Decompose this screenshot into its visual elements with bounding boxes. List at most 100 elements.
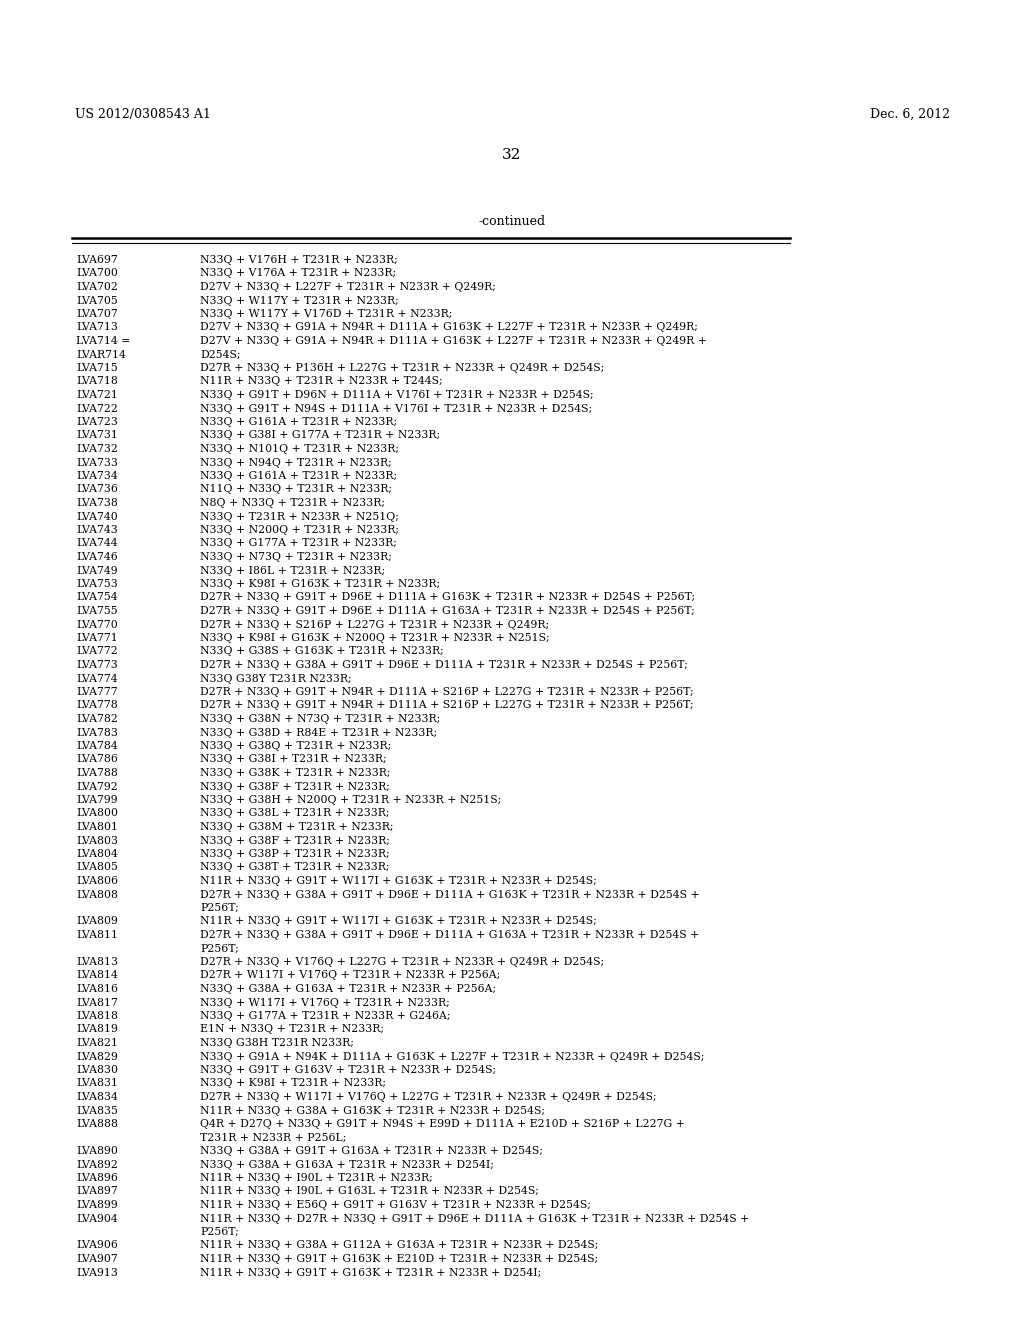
Text: N33Q + G38A + G163A + T231R + N233R + D254I;: N33Q + G38A + G163A + T231R + N233R + D2… bbox=[200, 1159, 494, 1170]
Text: D27R + N33Q + G91T + N94R + D111A + S216P + L227G + T231R + N233R + P256T;: D27R + N33Q + G91T + N94R + D111A + S216… bbox=[200, 701, 693, 710]
Text: N33Q + V176H + T231R + N233R;: N33Q + V176H + T231R + N233R; bbox=[200, 255, 397, 265]
Text: T231R + N233R + P256L;: T231R + N233R + P256L; bbox=[200, 1133, 346, 1143]
Text: LVA771: LVA771 bbox=[76, 634, 118, 643]
Text: LVAR714: LVAR714 bbox=[76, 350, 126, 359]
Text: N33Q + G177A + T231R + N233R;: N33Q + G177A + T231R + N233R; bbox=[200, 539, 397, 549]
Text: LVA697: LVA697 bbox=[76, 255, 118, 265]
Text: LVA804: LVA804 bbox=[76, 849, 118, 859]
Text: LVA913: LVA913 bbox=[76, 1267, 118, 1278]
Text: LVA755: LVA755 bbox=[76, 606, 118, 616]
Text: D27V + N33Q + G91A + N94R + D111A + G163K + L227F + T231R + N233R + Q249R +: D27V + N33Q + G91A + N94R + D111A + G163… bbox=[200, 337, 707, 346]
Text: D27R + N33Q + V176Q + L227G + T231R + N233R + Q249R + D254S;: D27R + N33Q + V176Q + L227G + T231R + N2… bbox=[200, 957, 604, 968]
Text: LVA801: LVA801 bbox=[76, 822, 118, 832]
Text: LVA814: LVA814 bbox=[76, 970, 118, 981]
Text: N33Q + G38I + G177A + T231R + N233R;: N33Q + G38I + G177A + T231R + N233R; bbox=[200, 430, 440, 441]
Text: N33Q + G38I + T231R + N233R;: N33Q + G38I + T231R + N233R; bbox=[200, 755, 387, 764]
Text: N33Q + K98I + G163K + T231R + N233R;: N33Q + K98I + G163K + T231R + N233R; bbox=[200, 579, 440, 589]
Text: N33Q + G38S + G163K + T231R + N233R;: N33Q + G38S + G163K + T231R + N233R; bbox=[200, 647, 443, 656]
Text: LVA800: LVA800 bbox=[76, 808, 118, 818]
Text: N33Q + G91T + G163V + T231R + N233R + D254S;: N33Q + G91T + G163V + T231R + N233R + D2… bbox=[200, 1065, 496, 1074]
Text: LVA749: LVA749 bbox=[76, 565, 118, 576]
Text: LVA721: LVA721 bbox=[76, 389, 118, 400]
Text: N33Q + G177A + T231R + N233R + G246A;: N33Q + G177A + T231R + N233R + G246A; bbox=[200, 1011, 451, 1020]
Text: N11R + N33Q + T231R + N233R + T244S;: N11R + N33Q + T231R + N233R + T244S; bbox=[200, 376, 442, 387]
Text: N33Q + T231R + N233R + N251Q;: N33Q + T231R + N233R + N251Q; bbox=[200, 511, 399, 521]
Text: LVA897: LVA897 bbox=[76, 1187, 118, 1196]
Text: LVA738: LVA738 bbox=[76, 498, 118, 508]
Text: LVA774: LVA774 bbox=[76, 673, 118, 684]
Text: P256T;: P256T; bbox=[200, 903, 239, 913]
Text: LVA803: LVA803 bbox=[76, 836, 118, 846]
Text: LVA772: LVA772 bbox=[76, 647, 118, 656]
Text: LVA899: LVA899 bbox=[76, 1200, 118, 1210]
Text: D27R + N33Q + W117I + V176Q + L227G + T231R + N233R + Q249R + D254S;: D27R + N33Q + W117I + V176Q + L227G + T2… bbox=[200, 1092, 656, 1102]
Text: LVA896: LVA896 bbox=[76, 1173, 118, 1183]
Text: N33Q + W117I + V176Q + T231R + N233R;: N33Q + W117I + V176Q + T231R + N233R; bbox=[200, 998, 450, 1007]
Text: LVA731: LVA731 bbox=[76, 430, 118, 441]
Text: N33Q + N101Q + T231R + N233R;: N33Q + N101Q + T231R + N233R; bbox=[200, 444, 399, 454]
Text: LVA753: LVA753 bbox=[76, 579, 118, 589]
Text: 32: 32 bbox=[503, 148, 521, 162]
Text: N33Q + W117Y + T231R + N233R;: N33Q + W117Y + T231R + N233R; bbox=[200, 296, 398, 305]
Text: N33Q + V176A + T231R + N233R;: N33Q + V176A + T231R + N233R; bbox=[200, 268, 396, 279]
Text: N11R + N33Q + I90L + G163L + T231R + N233R + D254S;: N11R + N33Q + I90L + G163L + T231R + N23… bbox=[200, 1187, 539, 1196]
Text: LVA907: LVA907 bbox=[76, 1254, 118, 1265]
Text: N33Q + K98I + G163K + N200Q + T231R + N233R + N251S;: N33Q + K98I + G163K + N200Q + T231R + N2… bbox=[200, 634, 550, 643]
Text: D27R + N33Q + G38A + G91T + D96E + D111A + G163K + T231R + N233R + D254S +: D27R + N33Q + G38A + G91T + D96E + D111A… bbox=[200, 890, 699, 899]
Text: LVA700: LVA700 bbox=[76, 268, 118, 279]
Text: LVA819: LVA819 bbox=[76, 1024, 118, 1035]
Text: D254S;: D254S; bbox=[200, 350, 241, 359]
Text: LVA744: LVA744 bbox=[76, 539, 118, 549]
Text: LVA734: LVA734 bbox=[76, 471, 118, 480]
Text: N33Q + G38L + T231R + N233R;: N33Q + G38L + T231R + N233R; bbox=[200, 808, 389, 818]
Text: N33Q G38H T231R N233R;: N33Q G38H T231R N233R; bbox=[200, 1038, 354, 1048]
Text: LVA770: LVA770 bbox=[76, 619, 118, 630]
Text: D27R + N33Q + P136H + L227G + T231R + N233R + Q249R + D254S;: D27R + N33Q + P136H + L227G + T231R + N2… bbox=[200, 363, 604, 374]
Text: LVA808: LVA808 bbox=[76, 890, 118, 899]
Text: N11R + N33Q + G38A + G112A + G163A + T231R + N233R + D254S;: N11R + N33Q + G38A + G112A + G163A + T23… bbox=[200, 1241, 598, 1250]
Text: LVA713: LVA713 bbox=[76, 322, 118, 333]
Text: D27V + N33Q + G91A + N94R + D111A + G163K + L227F + T231R + N233R + Q249R;: D27V + N33Q + G91A + N94R + D111A + G163… bbox=[200, 322, 698, 333]
Text: D27R + N33Q + G38A + G91T + D96E + D111A + T231R + N233R + D254S + P256T;: D27R + N33Q + G38A + G91T + D96E + D111A… bbox=[200, 660, 688, 671]
Text: LVA777: LVA777 bbox=[76, 686, 118, 697]
Text: LVA830: LVA830 bbox=[76, 1065, 118, 1074]
Text: LVA888: LVA888 bbox=[76, 1119, 118, 1129]
Text: N11R + N33Q + G91T + W117I + G163K + T231R + N233R + D254S;: N11R + N33Q + G91T + W117I + G163K + T23… bbox=[200, 916, 597, 927]
Text: LVA786: LVA786 bbox=[76, 755, 118, 764]
Text: N33Q + I86L + T231R + N233R;: N33Q + I86L + T231R + N233R; bbox=[200, 565, 385, 576]
Text: LVA788: LVA788 bbox=[76, 768, 118, 777]
Text: N33Q + G38K + T231R + N233R;: N33Q + G38K + T231R + N233R; bbox=[200, 768, 390, 777]
Text: N33Q + K98I + T231R + N233R;: N33Q + K98I + T231R + N233R; bbox=[200, 1078, 386, 1089]
Text: N33Q + G38A + G163A + T231R + N233R + P256A;: N33Q + G38A + G163A + T231R + N233R + P2… bbox=[200, 983, 496, 994]
Text: LVA782: LVA782 bbox=[76, 714, 118, 723]
Text: D27V + N33Q + L227F + T231R + N233R + Q249R;: D27V + N33Q + L227F + T231R + N233R + Q2… bbox=[200, 282, 496, 292]
Text: LVA806: LVA806 bbox=[76, 876, 118, 886]
Text: LVA821: LVA821 bbox=[76, 1038, 118, 1048]
Text: N33Q + G38D + R84E + T231R + N233R;: N33Q + G38D + R84E + T231R + N233R; bbox=[200, 727, 437, 738]
Text: LVA892: LVA892 bbox=[76, 1159, 118, 1170]
Text: LVA792: LVA792 bbox=[76, 781, 118, 792]
Text: N11R + N33Q + G91T + W117I + G163K + T231R + N233R + D254S;: N11R + N33Q + G91T + W117I + G163K + T23… bbox=[200, 876, 597, 886]
Text: N33Q + G38N + N73Q + T231R + N233R;: N33Q + G38N + N73Q + T231R + N233R; bbox=[200, 714, 440, 723]
Text: LVA702: LVA702 bbox=[76, 282, 118, 292]
Text: LVA754: LVA754 bbox=[76, 593, 118, 602]
Text: N11Q + N33Q + T231R + N233R;: N11Q + N33Q + T231R + N233R; bbox=[200, 484, 392, 495]
Text: D27R + N33Q + G38A + G91T + D96E + D111A + G163A + T231R + N233R + D254S +: D27R + N33Q + G38A + G91T + D96E + D111A… bbox=[200, 931, 699, 940]
Text: N11R + N33Q + D27R + N33Q + G91T + D96E + D111A + G163K + T231R + N233R + D254S : N11R + N33Q + D27R + N33Q + G91T + D96E … bbox=[200, 1213, 750, 1224]
Text: N33Q + G38T + T231R + N233R;: N33Q + G38T + T231R + N233R; bbox=[200, 862, 389, 873]
Text: LVA715: LVA715 bbox=[76, 363, 118, 374]
Text: US 2012/0308543 A1: US 2012/0308543 A1 bbox=[75, 108, 211, 121]
Text: LVA705: LVA705 bbox=[76, 296, 118, 305]
Text: N33Q + G161A + T231R + N233R;: N33Q + G161A + T231R + N233R; bbox=[200, 417, 397, 426]
Text: LVA743: LVA743 bbox=[76, 525, 118, 535]
Text: LVA816: LVA816 bbox=[76, 983, 118, 994]
Text: LVA834: LVA834 bbox=[76, 1092, 118, 1102]
Text: N33Q G38Y T231R N233R;: N33Q G38Y T231R N233R; bbox=[200, 673, 351, 684]
Text: LVA707: LVA707 bbox=[76, 309, 118, 319]
Text: Dec. 6, 2012: Dec. 6, 2012 bbox=[870, 108, 950, 121]
Text: E1N + N33Q + T231R + N233R;: E1N + N33Q + T231R + N233R; bbox=[200, 1024, 384, 1035]
Text: LVA811: LVA811 bbox=[76, 931, 118, 940]
Text: LVA783: LVA783 bbox=[76, 727, 118, 738]
Text: LVA817: LVA817 bbox=[76, 998, 118, 1007]
Text: D27R + N33Q + S216P + L227G + T231R + N233R + Q249R;: D27R + N33Q + S216P + L227G + T231R + N2… bbox=[200, 619, 549, 630]
